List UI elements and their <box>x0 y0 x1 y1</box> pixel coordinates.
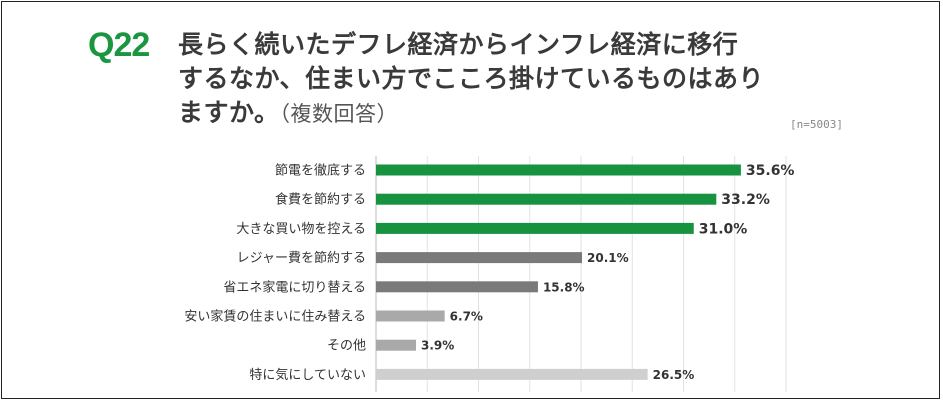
category-label: 安い家賃の住まいに住み替える <box>184 309 366 325</box>
bar <box>376 164 741 176</box>
value-label: 26.5% <box>653 368 695 382</box>
value-label: 31.0% <box>699 221 748 237</box>
bar <box>376 222 694 234</box>
category-label: 食費を節約する <box>275 192 366 208</box>
bar <box>376 252 583 264</box>
category-label: 節電を徹底する <box>275 163 366 179</box>
value-label: 33.2% <box>721 192 770 208</box>
bar <box>376 281 538 293</box>
sample-size: [n=5003] <box>790 118 843 131</box>
label-layer: 節電を徹底する 35.6% 食費を節約する 33.2% 大きな買い物を控える 31.0% レ… <box>184 163 794 383</box>
category-label: 大きな買い物を控える <box>236 222 366 237</box>
bar <box>376 193 717 205</box>
question-number: Q22 <box>88 26 150 64</box>
title-line-1: 長らく続いたデフレ経済からインフレ経済に移行 <box>178 30 739 59</box>
value-label: 15.8% <box>543 280 585 294</box>
title-suffix: （複数回答） <box>279 102 399 126</box>
title-line-3: ますか。 <box>178 98 280 127</box>
bar <box>376 339 416 351</box>
category-label: 省エネ家電に切り替える <box>223 279 366 295</box>
value-label: 20.1% <box>587 251 629 265</box>
question-title: 長らく続いたデフレ経済からインフレ経済に移行 するなか、住まい方でこころ掛けている… <box>178 28 878 131</box>
bar-layer <box>376 164 741 380</box>
category-label: レジャー費を節約する <box>237 251 366 266</box>
bar <box>376 368 648 380</box>
category-label: 特に気にしていない <box>249 367 366 383</box>
title-line-2: するなか、住まい方でこころ掛けているものはあり <box>178 64 765 93</box>
category-label: その他 <box>327 339 366 354</box>
value-label: 35.6% <box>746 163 795 179</box>
value-label: 3.9% <box>421 339 454 353</box>
bar <box>376 310 445 322</box>
value-label: 6.7% <box>450 310 483 324</box>
